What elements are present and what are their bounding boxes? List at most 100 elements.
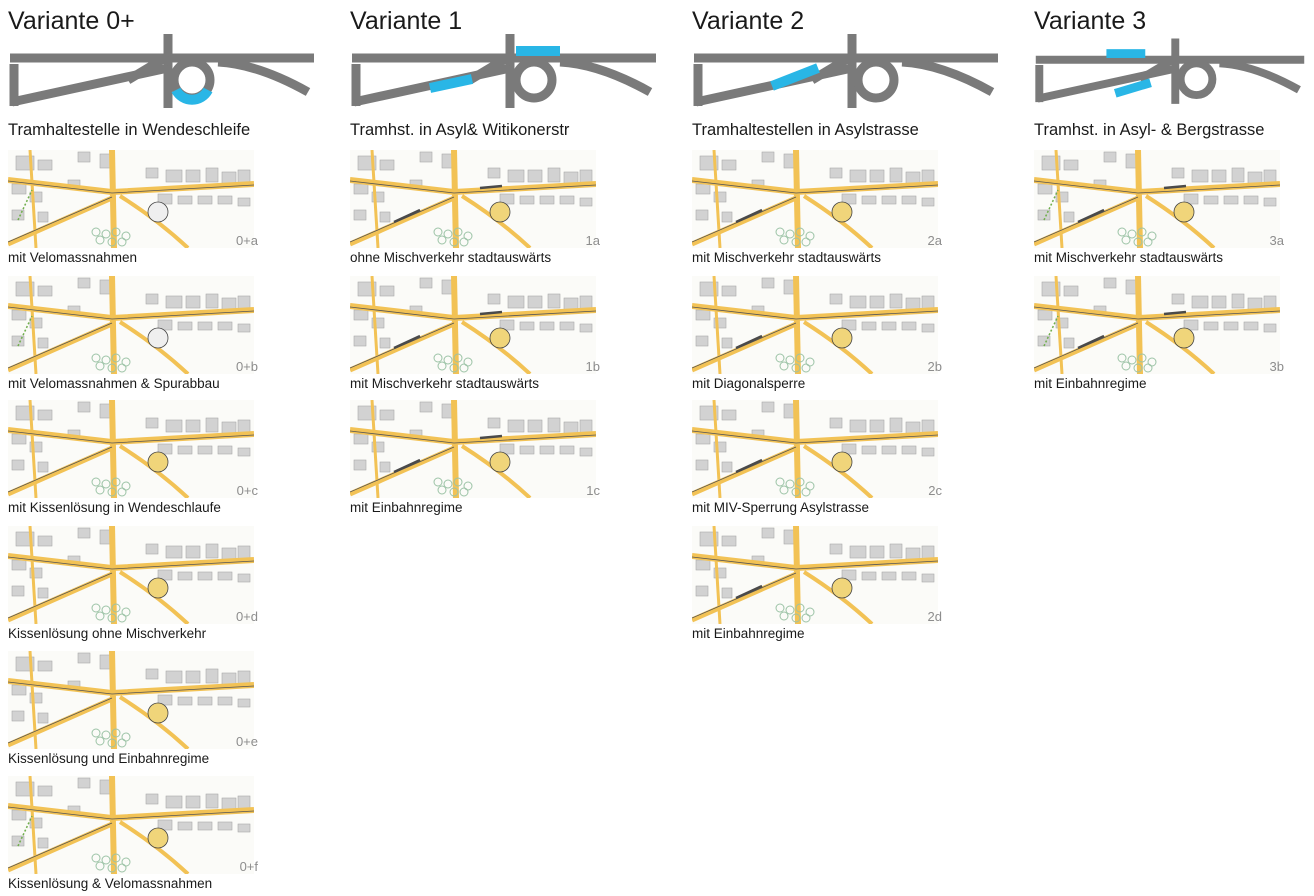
tram-track xyxy=(7,556,255,570)
loop-area xyxy=(831,577,853,599)
tram-track xyxy=(691,306,939,320)
variant-option[interactable]: 2b mit Diagonalsperre xyxy=(690,275,962,396)
tree xyxy=(801,237,811,247)
variant-option[interactable]: 2c mit MIV-Sperrung Asylstrasse xyxy=(690,399,962,520)
diagonal-branch xyxy=(467,52,513,84)
tree xyxy=(795,353,805,363)
tree xyxy=(801,613,811,623)
option-thumbnail xyxy=(6,525,255,629)
building-block xyxy=(29,317,43,329)
building-block xyxy=(1191,295,1209,309)
plan-thumbnail xyxy=(6,275,255,376)
building-block xyxy=(419,151,433,163)
tree xyxy=(775,227,785,237)
building-block xyxy=(205,293,219,309)
tree xyxy=(437,485,447,495)
building-block xyxy=(197,195,213,205)
building-block xyxy=(499,193,515,205)
tree xyxy=(95,485,105,495)
tree xyxy=(775,603,785,613)
tree xyxy=(95,611,105,621)
road-side xyxy=(28,399,38,499)
tram-stop-marker xyxy=(393,334,421,350)
building-block xyxy=(197,571,213,581)
building-block xyxy=(165,169,183,183)
building-block xyxy=(1183,193,1199,205)
tram-track xyxy=(1033,180,1281,194)
road-diagonal xyxy=(690,445,798,497)
variant-option[interactable]: 2d mit Einbahnregime xyxy=(690,525,962,646)
building-block xyxy=(11,309,27,321)
building-block xyxy=(869,545,885,559)
building-block xyxy=(29,567,43,579)
plan-thumbnail xyxy=(690,399,939,500)
building-block xyxy=(1171,293,1185,305)
option-thumbnail xyxy=(6,775,255,879)
tram-stop-marker xyxy=(735,584,763,600)
building-block xyxy=(379,211,391,223)
schema-wrapper xyxy=(8,34,316,117)
plan-thumbnail xyxy=(690,525,939,626)
building-block xyxy=(1223,321,1239,331)
variant-option[interactable]: 0+b mit Velomassnahmen & Spurabbau xyxy=(6,275,278,396)
loop-area xyxy=(147,827,169,849)
tree xyxy=(437,235,447,245)
road-diagonal xyxy=(6,195,114,247)
tree xyxy=(117,738,127,748)
variant-option[interactable]: 0+e Kissenlösung und Einbahnregime xyxy=(6,650,278,771)
building-block xyxy=(157,819,173,831)
building-block xyxy=(145,167,159,179)
tree xyxy=(795,603,805,613)
variant-option[interactable]: 0+f Kissenlösung & Velomassnahmen xyxy=(6,775,278,896)
building-block xyxy=(217,445,233,455)
variant-option[interactable]: 0+c mit Kissenlösung in Wendeschlaufe xyxy=(6,399,278,520)
building-block xyxy=(379,159,395,171)
tree xyxy=(117,237,127,247)
building-block xyxy=(869,169,885,183)
building-block xyxy=(881,195,897,205)
variant-option[interactable]: 2a mit Mischverkehr stadtauswärts xyxy=(690,149,962,270)
variant-option[interactable]: 3b mit Einbahnregime xyxy=(1032,275,1304,396)
building-block xyxy=(499,319,515,331)
plan-thumbnail xyxy=(6,399,255,500)
tram-stop-marker xyxy=(479,310,503,316)
tree xyxy=(779,361,789,371)
building-block xyxy=(185,545,201,559)
building-block xyxy=(185,169,201,183)
tram-stop-marker xyxy=(393,208,421,224)
variant-option[interactable]: 0+d Kissenlösung ohne Mischverkehr xyxy=(6,525,278,646)
tree xyxy=(111,227,121,237)
variant-option[interactable]: 1b mit Mischverkehr stadtauswärts xyxy=(348,275,620,396)
tram-stop-marker xyxy=(393,458,421,474)
building-block xyxy=(197,321,213,331)
building-block xyxy=(783,153,795,169)
tree xyxy=(791,613,801,623)
tree xyxy=(795,227,805,237)
building-block xyxy=(237,823,251,833)
tram-stop-schema xyxy=(351,34,656,108)
building-block xyxy=(37,535,53,547)
option-code: 3b xyxy=(1269,359,1284,374)
variant-option[interactable]: 3a mit Mischverkehr stadtauswärts xyxy=(1032,149,1304,270)
variant-option[interactable]: 1c mit Einbahnregime xyxy=(348,399,620,520)
road-cross xyxy=(109,775,117,875)
building-block xyxy=(77,151,91,163)
variant-option[interactable]: 1a ohne Mischverkehr stadtauswärts xyxy=(348,149,620,270)
road-cross xyxy=(451,149,459,249)
building-block xyxy=(99,529,111,545)
building-block xyxy=(721,211,733,223)
road-side xyxy=(712,275,722,375)
tree xyxy=(95,736,105,746)
tree xyxy=(95,361,105,371)
tram-stop-marker xyxy=(1163,310,1187,316)
building-block xyxy=(157,443,173,455)
road-side xyxy=(712,399,722,499)
building-block xyxy=(353,209,367,221)
option-caption: Kissenlösung und Einbahnregime xyxy=(8,751,210,766)
plan-thumbnail xyxy=(6,525,255,626)
building-block xyxy=(371,191,385,203)
building-block xyxy=(1125,153,1137,169)
variant-option[interactable]: 0+a mit Velomassnahmen xyxy=(6,149,278,270)
tree xyxy=(801,363,811,373)
tree xyxy=(795,477,805,487)
